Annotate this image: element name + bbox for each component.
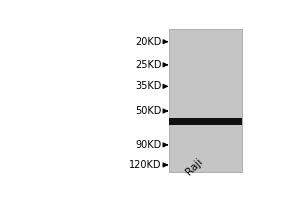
Bar — [169, 118, 242, 125]
Text: 90KD: 90KD — [136, 140, 162, 150]
Text: 20KD: 20KD — [136, 37, 162, 47]
Text: 120KD: 120KD — [129, 160, 162, 170]
Text: Raji: Raji — [184, 157, 205, 177]
Bar — [169, 29, 242, 172]
Text: 35KD: 35KD — [136, 81, 162, 91]
Text: 50KD: 50KD — [136, 106, 162, 116]
Text: 25KD: 25KD — [135, 60, 162, 70]
